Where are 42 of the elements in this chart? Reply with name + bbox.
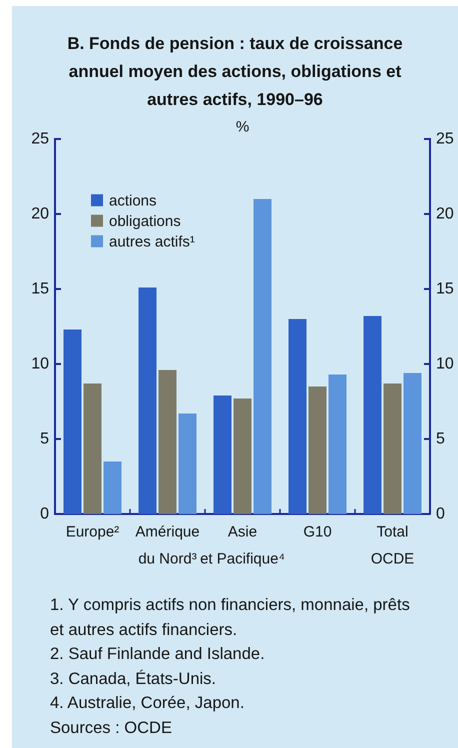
y2-tick-label: 25 bbox=[436, 130, 454, 148]
text: 4. Australie, Corée, Japon. bbox=[50, 693, 246, 714]
chart-subtitle: % bbox=[236, 118, 250, 136]
bar bbox=[288, 319, 306, 514]
legend-label: actions bbox=[109, 192, 157, 210]
source-note: Sources : OCDE bbox=[50, 718, 173, 738]
bar bbox=[178, 414, 196, 514]
legend-label: obligations bbox=[109, 212, 181, 230]
y2-tick-label: 15 bbox=[436, 280, 454, 298]
y-tick-label: 5 bbox=[40, 430, 50, 448]
bar bbox=[254, 199, 272, 514]
bar bbox=[384, 384, 402, 514]
y2-tick-label: 10 bbox=[436, 355, 454, 372]
bar bbox=[84, 384, 102, 514]
x-tick-label: G10 bbox=[303, 524, 332, 541]
bar bbox=[64, 330, 82, 514]
y-tick-label: 25 bbox=[31, 130, 50, 148]
chart-title: B. Fonds de pension : taux de croissance annuel moyen des actions, obligations et autres actifs, 1990–96 bbox=[66, 33, 404, 111]
y-tick-label: 15 bbox=[31, 280, 50, 298]
y-tick-label: 20 bbox=[31, 205, 50, 222]
y-tick-label: 0 bbox=[40, 505, 50, 522]
x-tick-label: Total OCDE bbox=[370, 524, 414, 568]
bar bbox=[364, 316, 382, 514]
text: 1. Y compris actifs non financiers, monnaie, prêts et autres actifs financiers. bbox=[50, 595, 411, 640]
y2-tick-label: 5 bbox=[436, 430, 445, 448]
legend-label: autres actifs¹ bbox=[109, 233, 195, 250]
x-tick-label: Amérique du Nord³ bbox=[135, 524, 200, 568]
bar bbox=[308, 386, 326, 514]
text: 3. Canada, États-Unis. bbox=[50, 668, 217, 690]
y2-tick-label: 0 bbox=[436, 505, 445, 522]
bar bbox=[104, 462, 122, 514]
y-tick-label: 10 bbox=[31, 355, 50, 372]
bar bbox=[234, 398, 252, 514]
x-tick-label: Asie et Pacifique⁴ bbox=[200, 524, 285, 568]
x-tick-label: Europe² bbox=[66, 524, 120, 541]
y2-tick-label: 20 bbox=[436, 205, 454, 222]
text: 2. Sauf Finlande and Islande. bbox=[50, 644, 266, 665]
bar bbox=[404, 373, 422, 514]
bar bbox=[214, 396, 232, 514]
bar bbox=[138, 288, 156, 514]
bar bbox=[328, 374, 346, 514]
bar bbox=[158, 370, 176, 514]
